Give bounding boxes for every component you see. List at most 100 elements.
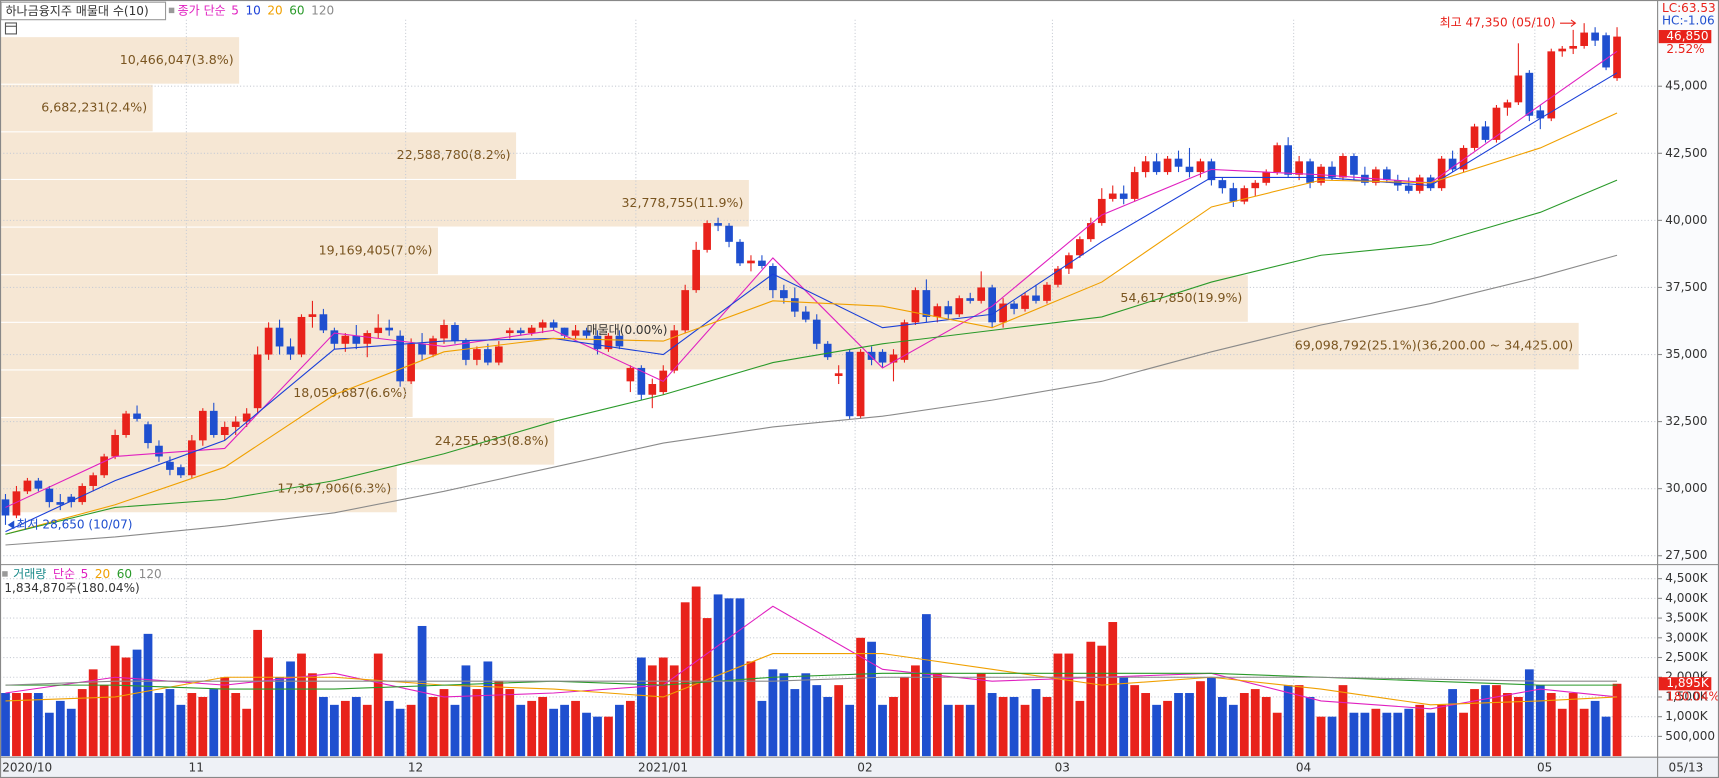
volume-bar [604,716,613,757]
volume-bar [1031,689,1041,757]
candle-body [1152,161,1161,173]
volume-bar [286,661,295,757]
candle-body [484,349,492,363]
volume-bar [12,693,21,757]
ma-line [5,50,1618,508]
volume-bar [1108,622,1118,757]
volume-bar [1097,645,1107,757]
candle-body [703,223,711,250]
profile-bar [0,180,749,227]
candle-body [363,333,372,344]
candle-body [133,413,141,419]
volume-bar [1404,708,1414,757]
candle-body [1536,110,1545,119]
hc-label: HC:-1.06 [1662,13,1715,27]
volume-bar [1196,681,1205,757]
profile-label: 17,367,906(6.3%) [277,481,391,496]
candle-body [933,306,942,317]
x-tick-label: 05 [1537,761,1552,775]
candle-body [494,346,503,363]
volume-bar [264,657,273,757]
volume-bar [297,653,306,757]
candle-body [1350,155,1358,175]
volume-bar [834,685,844,757]
volume-bar [428,696,438,757]
volume-bar [23,693,32,757]
profile-label: 10,466,047(3.8%) [120,52,234,67]
volume-bar [669,665,679,757]
volume-bar [1470,689,1479,757]
chart-title: 하나금융지주 매물대 수(10) [5,4,148,18]
candle-body [209,410,218,436]
candle-body [1558,48,1567,52]
volume-bar [921,614,931,757]
volume-bar [1535,685,1545,757]
volume-bar [593,716,602,757]
candle-body [670,330,679,371]
candle-body [242,413,251,422]
y-tick-label: 32,500 [1665,414,1707,428]
volume-bar [1141,693,1151,757]
candle-body [1251,182,1260,189]
y-tick-label: 40,000 [1665,213,1707,227]
volume-bar [44,712,54,757]
volume-bar [1557,708,1567,757]
candle-body [1185,166,1194,173]
volume-bar [472,689,482,757]
volume-bar [242,708,252,757]
volume-bar [384,700,394,757]
candle-body [812,319,821,344]
candle-body [1163,158,1172,173]
volume-bar [1327,716,1337,757]
candle-body [67,496,76,503]
profile-bar [0,227,438,275]
y-tick-label: 4,000K [1665,591,1708,605]
ma-line [5,653,1618,706]
candle-body [736,241,744,264]
candle-body [1229,188,1238,202]
x-axis-bg [0,757,1719,778]
candle-body [1097,198,1106,224]
legend-entry: 60 [117,567,132,581]
ma-lines [5,50,1618,710]
volume-bar [1119,677,1129,757]
candle-body [462,341,470,360]
volume-bar [198,696,208,757]
candle-body [1284,145,1292,175]
candle-body [1459,147,1468,170]
volume-bar [1612,683,1622,757]
ma-line [5,179,1618,535]
legend-label: 종가 단순 [178,3,226,17]
volume-bar [1239,693,1249,757]
volume-bar [943,704,953,757]
volume-bar [1448,689,1457,757]
calendar-icon [4,22,17,35]
candle-body [1076,239,1084,256]
volume-bar [1415,704,1425,757]
volume-bar [746,661,756,757]
candle-body [473,349,481,360]
candle-body [1547,51,1556,119]
volume-bar [900,677,909,757]
candle-body [725,225,733,242]
volume-bar [779,673,789,757]
candle-body [1086,223,1095,240]
candle-body [1141,161,1150,173]
candle-body [1065,255,1073,269]
volume-bar [1437,704,1447,757]
volume-bar [516,704,526,757]
candle-body [1,499,10,516]
x-tick-label: 12 [408,761,423,775]
volume-bar [1360,712,1370,757]
volume-bar [1546,693,1556,757]
candle-body [429,338,437,355]
volume-bar [1053,653,1063,757]
candle-body [1021,295,1029,309]
volume-bar [1492,685,1501,757]
candle-body [1372,169,1380,183]
candle-body [527,327,536,334]
y-tick-label: 3,000K [1665,630,1708,644]
volume-bar [1185,693,1194,757]
ma-line [5,112,1618,535]
